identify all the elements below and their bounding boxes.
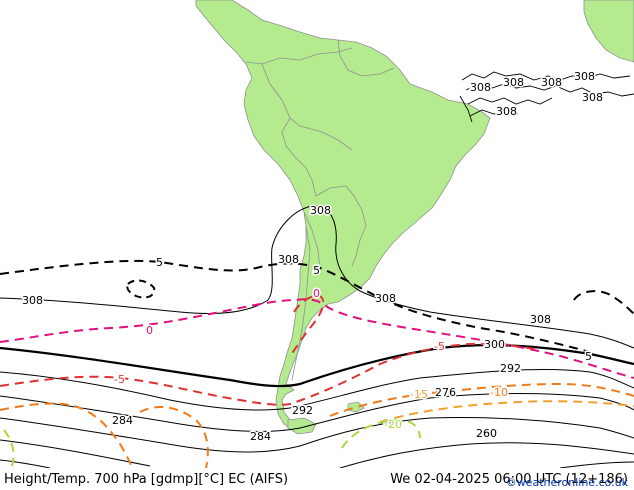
valid-datetime: We 02-04-2025 06:00 UTC (12+186) — [390, 472, 628, 487]
label-tm15: -15 — [410, 388, 428, 401]
isotherm-5-line — [0, 259, 591, 353]
label-tm20: -20 — [384, 418, 402, 431]
label-h284-west: 284 — [112, 414, 133, 427]
south-america-landmass — [195, 0, 491, 431]
label-h308-ne6: 308 — [496, 105, 517, 118]
contour-labels: 308 308 308 308 308 308 308 308 308 308 … — [21, 69, 605, 445]
label-h276: 276 — [435, 386, 456, 399]
label-t5-andes: 5 — [313, 264, 320, 277]
map-footer: Height/Temp. 700 hPa [gdmp][°C] EC (AIFS… — [0, 468, 634, 490]
isotherm-minus15-line — [379, 400, 634, 423]
landmasses — [195, 0, 634, 435]
label-h308-east: 308 — [530, 313, 551, 326]
label-h308-ne2: 308 — [503, 76, 524, 89]
label-tm5-west: -5 — [114, 373, 125, 386]
label-h308-ne1: 308 — [470, 81, 491, 94]
label-h308-arg: 308 — [375, 292, 396, 305]
label-h284-south: 284 — [250, 430, 271, 443]
label-t5-west: 5 — [156, 256, 163, 269]
label-h308-ne5: 308 — [582, 91, 603, 104]
label-h300: 300 — [484, 338, 505, 351]
label-t0-andes: 0 — [313, 287, 320, 300]
label-h308-ne3: 308 — [541, 76, 562, 89]
label-tm5-east: -5 — [434, 340, 445, 353]
height-contours — [0, 205, 634, 468]
label-h308-ne4: 308 — [574, 70, 595, 83]
label-h292-east: 292 — [500, 362, 521, 375]
ne-contour-cluster — [459, 71, 634, 123]
map-title: Height/Temp. 700 hPa [gdmp][°C] EC (AIFS… — [4, 472, 289, 487]
isotherm-minus10-line — [0, 402, 133, 468]
label-h308-andes: 308 — [310, 204, 331, 217]
country-borders — [245, 39, 395, 381]
thick-height-contour — [0, 344, 634, 388]
isotherm-0-line — [0, 298, 634, 379]
label-h308-mid: 308 — [278, 253, 299, 266]
label-h260: 260 — [476, 427, 497, 440]
isotherm-minus20-line — [341, 418, 421, 449]
isotherm-minus5-line — [0, 342, 541, 406]
credit-link[interactable]: ©weatheronline.co.uk — [505, 476, 628, 489]
label-h308-west: 308 — [22, 294, 43, 307]
tierra-del-fuego — [287, 417, 317, 435]
label-t0-west: 0 — [146, 324, 153, 337]
label-h292-south: 292 — [292, 404, 313, 417]
label-tm10: -10 — [490, 386, 508, 399]
map-canvas: 308 308 308 308 308 308 308 308 308 308 … — [0, 0, 634, 468]
falkland-islands — [347, 401, 365, 413]
label-t5-east: 5 — [585, 350, 592, 363]
africa-landmass — [583, 0, 634, 63]
map-panel: 308 308 308 308 308 308 308 308 308 308 … — [0, 0, 634, 468]
